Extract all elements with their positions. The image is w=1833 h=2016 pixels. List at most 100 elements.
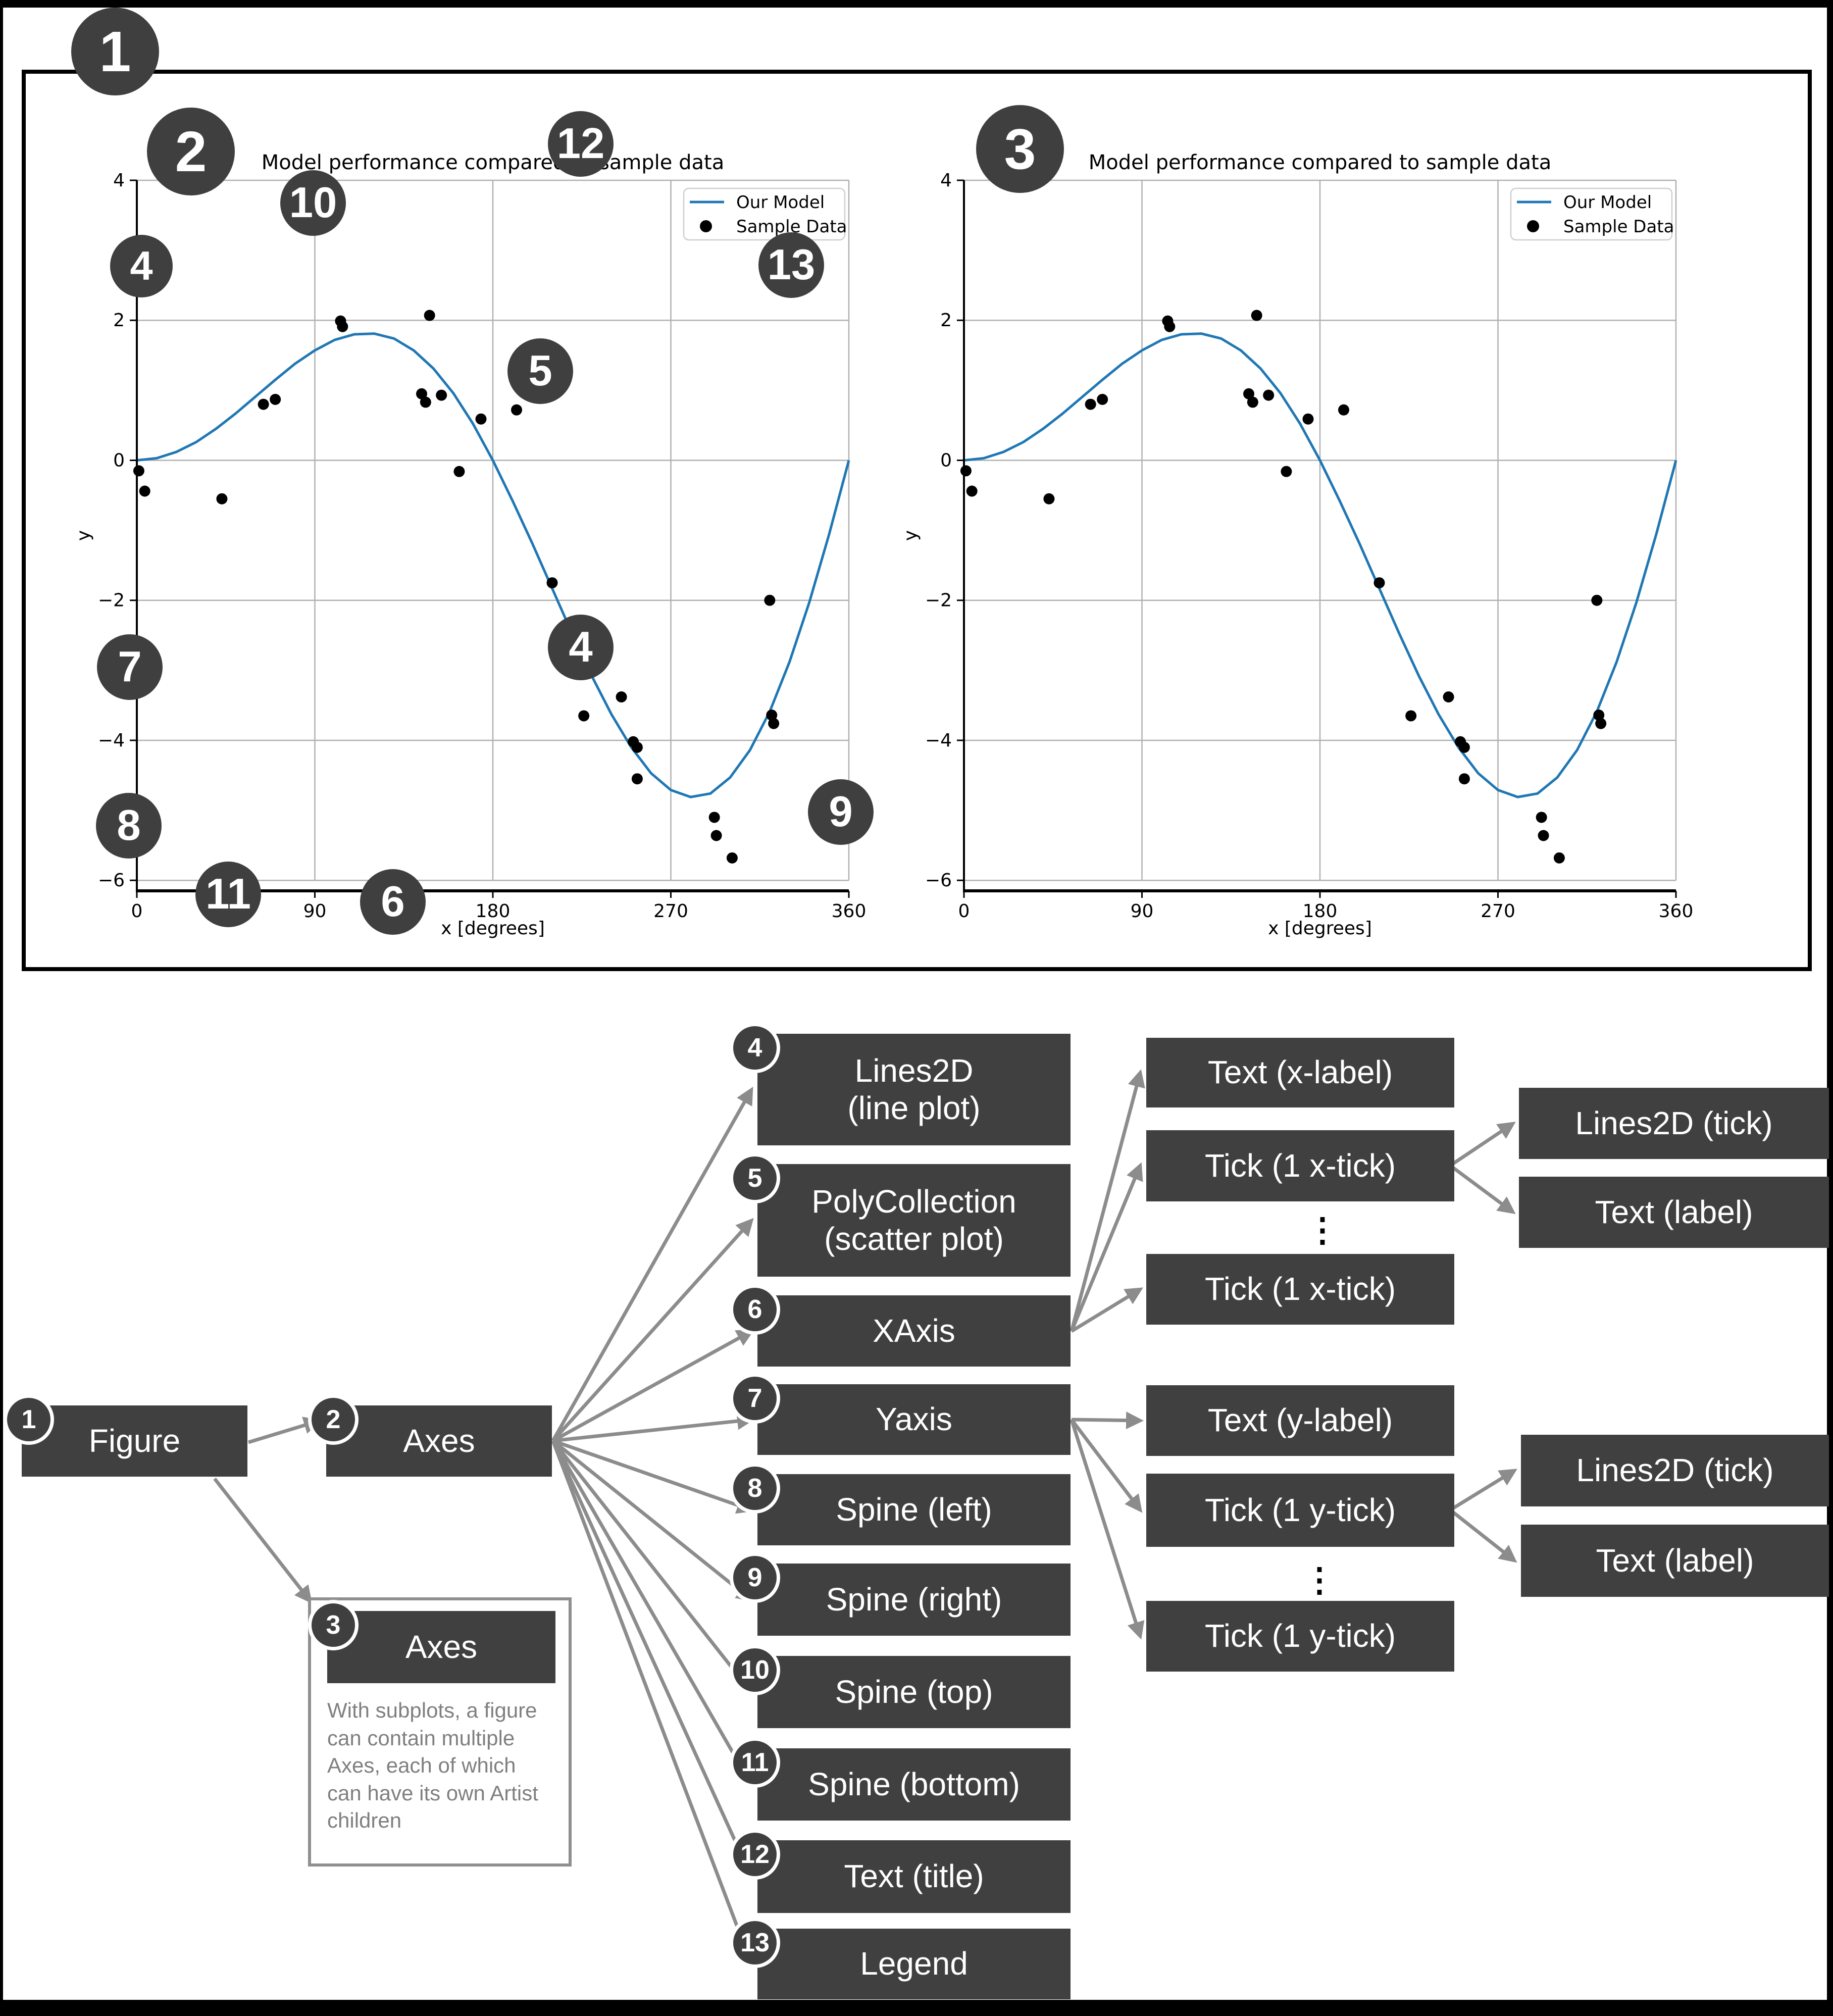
callout-badge-4: 4 xyxy=(110,235,173,297)
flowchart-badge-5: 5 xyxy=(730,1153,780,1203)
sample-data-point xyxy=(1593,710,1605,721)
box-label: Tick (1 x-tick) xyxy=(1204,1271,1396,1307)
flowchart-arrow xyxy=(1449,1508,1517,1563)
box-tick-y2: Tick (1 y-tick) xyxy=(1146,1601,1454,1672)
box-spine-bottom: Spine (bottom) xyxy=(757,1748,1071,1821)
sample-data-point xyxy=(511,404,522,416)
sample-data-point xyxy=(768,718,780,729)
sample-data-point xyxy=(1553,852,1565,864)
sample-data-point xyxy=(133,465,144,477)
x-tick-label: 360 xyxy=(1659,901,1694,922)
plot-title: Model performance compared to sample dat… xyxy=(1089,151,1551,174)
box-label: Spine (bottom) xyxy=(808,1766,1020,1802)
sample-data-point xyxy=(1458,741,1470,753)
flowchart-arrow xyxy=(551,1440,755,1968)
sample-data-point xyxy=(726,852,738,864)
box-label: Text (x-label) xyxy=(1207,1054,1393,1091)
flowchart-arrow xyxy=(552,1412,755,1443)
x-tick-label: 0 xyxy=(958,901,970,922)
sample-data-point xyxy=(1164,321,1176,332)
flowchart-badge-9: 9 xyxy=(730,1552,780,1603)
flowchart-badge-1: 1 xyxy=(4,1394,54,1445)
subplot-note-text: With subplots, a figure can contain mult… xyxy=(327,1698,538,1833)
callout-badge-6: 6 xyxy=(360,869,426,935)
box-spine-top: Spine (top) xyxy=(757,1656,1071,1728)
sample-data-point xyxy=(453,466,465,477)
box-poly: PolyCollection (scatter plot) xyxy=(757,1164,1071,1277)
flowchart-badge-4: 4 xyxy=(730,1023,780,1073)
ellipsis-dots: ⋮ xyxy=(1303,1561,1336,1598)
flowchart-badge-10: 10 xyxy=(730,1645,780,1695)
sample-data-point xyxy=(1458,773,1470,785)
box-tick-x2: Tick (1 x-tick) xyxy=(1146,1254,1454,1325)
sample-data-point xyxy=(436,389,447,401)
y-tick-label: 0 xyxy=(113,450,125,471)
sample-data-point xyxy=(1373,577,1385,589)
x-tick-label: 90 xyxy=(1131,901,1154,922)
flowchart-arrow xyxy=(551,1439,754,1695)
sample-data-point xyxy=(1338,404,1349,416)
frame-top xyxy=(0,0,1833,8)
sample-data-point xyxy=(337,321,348,332)
box-label: Lines2D (tick) xyxy=(1575,1104,1773,1141)
sample-data-point xyxy=(424,310,435,321)
callout-badge-7: 7 xyxy=(97,634,163,700)
legend-entry-model: Our Model xyxy=(1563,192,1652,213)
box-tick-y1: Tick (1 y-tick) xyxy=(1146,1474,1454,1547)
sample-data-point xyxy=(475,413,487,425)
flowchart-arrow xyxy=(1070,1418,1143,1513)
box-label: Text (title) xyxy=(844,1858,984,1895)
box-label: Tick (1 y-tick) xyxy=(1204,1491,1396,1528)
box-axes2: Axes xyxy=(327,1611,555,1683)
box-text-label-x: Text (label) xyxy=(1519,1177,1829,1248)
sample-data-point xyxy=(1538,830,1549,841)
y-tick-label: 2 xyxy=(113,310,125,331)
callout-badge-1: 1 xyxy=(71,8,159,95)
x-axis-label: x [degrees] xyxy=(441,918,545,939)
box-l2d-tick-y: Lines2D (tick) xyxy=(1521,1435,1829,1506)
y-tick-label: −2 xyxy=(98,590,125,611)
callout-badge-13: 13 xyxy=(758,232,824,298)
x-tick-label: 270 xyxy=(1481,901,1515,922)
legend-entry-sample: Sample Data xyxy=(1563,217,1674,237)
x-tick-label: 90 xyxy=(303,901,327,922)
legend-point-sample xyxy=(700,220,712,232)
legend-entry-model: Our Model xyxy=(736,192,825,213)
sample-data-point xyxy=(1085,398,1096,410)
y-tick-label: 2 xyxy=(940,310,952,331)
sample-data-point xyxy=(631,773,643,785)
flowchart-badge-13: 13 xyxy=(730,1918,780,1968)
box-text-ylabel: Text (y-label) xyxy=(1146,1385,1454,1456)
box-label: PolyCollection xyxy=(811,1183,1016,1220)
flowchart-arrow xyxy=(1071,1412,1144,1430)
flowchart-arrow xyxy=(552,1329,755,1443)
legend-point-sample xyxy=(1527,220,1539,232)
y-tick-label: −6 xyxy=(925,870,952,891)
box-label: Text (y-label) xyxy=(1207,1402,1393,1439)
sample-data-point xyxy=(1043,493,1055,505)
box-label: Text (label) xyxy=(1595,1193,1753,1230)
box-label: Lines2D xyxy=(854,1052,974,1089)
box-spine-left: Spine (left) xyxy=(757,1474,1071,1545)
flowchart-badge-12: 12 xyxy=(730,1829,780,1880)
frame-right xyxy=(1827,0,1833,2016)
flowchart-arrow xyxy=(1070,1069,1145,1332)
y-tick-label: 4 xyxy=(940,170,952,191)
x-tick-label: 180 xyxy=(1303,901,1338,922)
box-tick-x1: Tick (1 x-tick) xyxy=(1146,1130,1454,1201)
flowchart-arrow xyxy=(1070,1162,1143,1332)
flowchart-arrow xyxy=(551,1218,754,1442)
sample-data-point xyxy=(1097,393,1108,405)
callout-badge-2: 2 xyxy=(147,108,235,195)
sample-data-point xyxy=(960,465,972,477)
flowchart-arrow xyxy=(1071,1287,1143,1333)
sample-data-point xyxy=(708,812,720,823)
box-text-xlabel: Text (x-label) xyxy=(1146,1038,1454,1107)
sample-data-point xyxy=(270,393,281,405)
sample-data-point xyxy=(1281,466,1292,477)
callout-badge-8: 8 xyxy=(96,793,162,859)
sample-data-point xyxy=(578,710,590,722)
sample-data-point xyxy=(710,830,722,841)
sample-data-point xyxy=(1243,388,1254,399)
